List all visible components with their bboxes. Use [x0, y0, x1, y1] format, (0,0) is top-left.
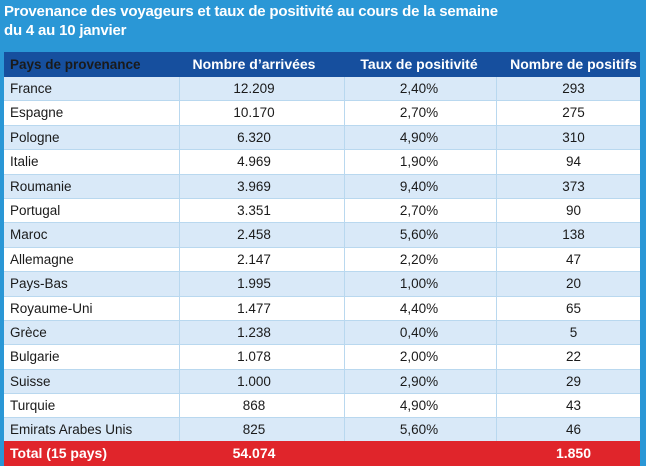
country-cell: Allemagne [10, 251, 74, 267]
positives-cell: 293 [562, 81, 585, 96]
positives-cell: 94 [565, 154, 582, 170]
country-cell: Emirats Arabes Unis [10, 422, 133, 438]
positives-cell: 275 [562, 105, 585, 121]
arrivals-cell: 3.969 [237, 178, 271, 194]
positivity-rate-cell: 4,90% [399, 129, 439, 145]
positivity-rate-cell: 2,40% [399, 81, 439, 96]
table-row: Pologne 6.320 4,90% 310 [4, 125, 640, 151]
positives-cell: 5 [569, 324, 578, 340]
header-positives: Nombre de positifs [510, 56, 637, 72]
table-title: Provenance des voyageurs et taux de posi… [4, 2, 644, 40]
positivity-rate-cell: 9,40% [399, 178, 439, 194]
positivity-rate-cell: 2,90% [399, 373, 439, 389]
country-cell: Espagne [10, 105, 64, 121]
table-row: Emirats Arabes Unis 825 5,60% 46 [4, 418, 640, 443]
arrivals-cell: 868 [242, 398, 266, 414]
positives-cell: 47 [565, 251, 582, 267]
table-row: Grèce 1.238 0,40% 5 [4, 320, 640, 346]
column-divider [496, 77, 497, 441]
positives-cell: 29 [565, 373, 582, 389]
table-row: Pays-Bas 1.995 1,00% 20 [4, 272, 640, 297]
positivity-rate-cell: 0,40% [399, 324, 439, 340]
positives-cell: 373 [562, 178, 585, 194]
country-cell: Suisse [10, 373, 51, 389]
country-cell: Italie [10, 154, 39, 170]
title-line-1: Provenance des voyageurs et taux de posi… [4, 3, 498, 20]
positivity-rate-cell: 4,40% [399, 300, 439, 316]
table-row: Royaume-Uni 1.477 4,40% 65 [4, 296, 640, 321]
positivity-rate-cell: 1,90% [399, 154, 439, 170]
arrivals-cell: 1.238 [237, 324, 271, 340]
positivity-rate-cell: 5,60% [399, 227, 439, 243]
arrivals-cell: 1.000 [237, 373, 271, 389]
country-cell: Pays-Bas [10, 276, 68, 292]
header-arrivals: Nombre d’arrivées [192, 56, 316, 72]
arrivals-cell: 1.995 [237, 276, 271, 292]
positivity-rate-cell: 1,00% [399, 276, 439, 292]
arrivals-cell: 2.458 [237, 227, 271, 243]
table-header: Pays de provenance Nombre d’arrivées Tau… [4, 52, 640, 77]
table-body: France 12.209 2,40% 293 Espagne 10.170 2,70% 27… [4, 77, 640, 443]
positivity-rate-cell: 2,20% [399, 251, 439, 267]
table-row: Espagne 10.170 2,70% 275 [4, 101, 640, 126]
table-row: Bulgarie 1.078 2,00% 22 [4, 345, 640, 370]
country-cell: Portugal [10, 202, 61, 218]
table-row: Italie 4.969 1,90% 94 [4, 150, 640, 175]
total-row: Total (15 pays) 54.074 1.850 [4, 441, 640, 466]
arrivals-cell: 825 [242, 422, 266, 438]
column-divider [344, 77, 345, 441]
table-row: Portugal 3.351 2,70% 90 [4, 198, 640, 224]
column-divider [179, 77, 180, 441]
positives-cell: 20 [565, 276, 582, 292]
table-row: Turquie 868 4,90% 43 [4, 394, 640, 419]
positivity-rate-cell: 2,00% [399, 349, 439, 365]
arrivals-cell: 2.147 [237, 251, 271, 267]
country-cell: Royaume-Uni [10, 300, 93, 316]
positives-cell: 65 [565, 300, 582, 316]
positives-cell: 46 [565, 422, 582, 438]
country-cell: Grèce [10, 324, 47, 340]
positivity-rate-cell: 4,90% [399, 398, 439, 414]
positives-cell: 22 [565, 349, 582, 365]
positives-cell: 310 [562, 129, 585, 145]
country-cell: Bulgarie [10, 349, 60, 365]
arrivals-cell: 10.170 [233, 105, 275, 121]
positivity-rate-cell: 2,70% [399, 202, 439, 218]
country-cell: Turquie [10, 398, 56, 414]
country-cell: Maroc [10, 227, 48, 243]
positivity-rate-cell: 5,60% [399, 422, 439, 438]
arrivals-cell: 3.351 [237, 202, 271, 218]
table-row: Roumanie 3.969 9,40% 373 [4, 174, 640, 199]
arrivals-cell: 1.078 [237, 349, 271, 365]
arrivals-cell: 12.209 [233, 81, 275, 96]
total-label: Total (15 pays) [10, 445, 107, 461]
country-cell: Pologne [10, 129, 60, 145]
table-row: Suisse 1.000 2,90% 29 [4, 369, 640, 395]
total-arrivals: 54.074 [232, 445, 276, 461]
positives-cell: 90 [565, 202, 582, 218]
table-row: Allemagne 2.147 2,20% 47 [4, 247, 640, 273]
header-positivity-rate: Taux de positivité [360, 56, 478, 72]
arrivals-cell: 1.477 [237, 300, 271, 316]
header-country: Pays de provenance [10, 57, 141, 72]
country-cell: Roumanie [10, 178, 72, 194]
total-positives: 1.850 [555, 445, 592, 461]
table-row: Maroc 2.458 5,60% 138 [4, 223, 640, 248]
positives-cell: 43 [565, 398, 582, 414]
positives-cell: 138 [562, 227, 585, 243]
arrivals-cell: 6.320 [237, 129, 271, 145]
arrivals-cell: 4.969 [237, 154, 271, 170]
positivity-rate-cell: 2,70% [399, 105, 439, 121]
table-row: France 12.209 2,40% 293 [4, 77, 640, 102]
country-cell: France [10, 81, 53, 96]
title-line-2: du 4 au 10 janvier [4, 22, 127, 39]
